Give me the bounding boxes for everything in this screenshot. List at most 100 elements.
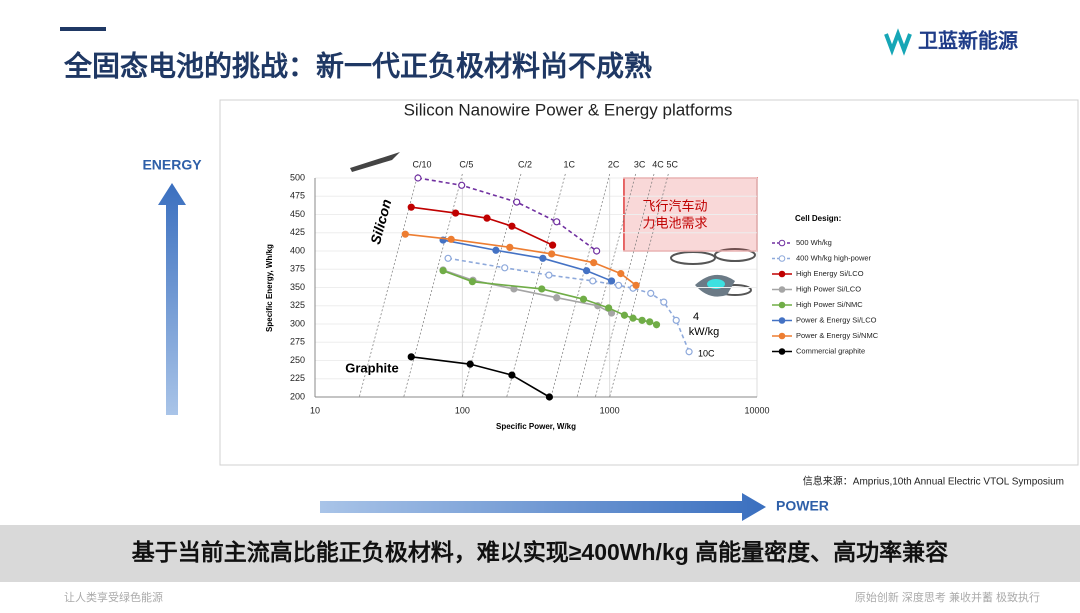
energy-label: ENERGY [142, 157, 202, 173]
c-rate-label: 3C [634, 159, 646, 169]
data-point [468, 278, 476, 286]
c-rate-line [576, 173, 636, 398]
c-rate-line [609, 173, 669, 398]
data-point [513, 198, 521, 206]
series-line [411, 356, 550, 398]
data-point [549, 241, 557, 249]
data-point [508, 371, 516, 379]
legend-marker [778, 270, 786, 278]
data-point [545, 393, 554, 401]
x-tick-label: 10000 [744, 405, 769, 415]
rotor [714, 248, 756, 262]
data-point [466, 360, 474, 368]
legend-label: High Power Si/NMC [796, 300, 863, 309]
data-point [548, 250, 556, 258]
c-rate-label: 1C [564, 159, 576, 169]
legend-label: Power & Energy Si/LCO [796, 315, 877, 324]
legend-label: 400 Wh/kg high-power [796, 253, 872, 262]
data-point [492, 246, 500, 254]
data-point [538, 285, 546, 293]
logo-text: 卫蓝新能源 [918, 28, 1018, 52]
c-rate-label: 2C [608, 159, 620, 169]
data-point [638, 316, 646, 324]
data-point [629, 314, 637, 322]
c-rate-line [595, 173, 655, 398]
energy-arrow [158, 183, 186, 415]
rotor [670, 251, 716, 265]
y-tick-label: 450 [290, 209, 305, 219]
c-rate-label: C/10 [412, 159, 431, 169]
c-rate-line [550, 173, 611, 398]
data-point [401, 230, 409, 238]
y-tick-label: 425 [290, 227, 305, 237]
data-point [605, 304, 613, 312]
x-tick-label: 100 [455, 405, 470, 415]
drone-sketch [670, 248, 756, 297]
y-tick-label: 500 [290, 172, 305, 182]
data-point [593, 247, 601, 255]
y-tick-label: 400 [290, 245, 305, 255]
footer-right: 原始创新 深度思考 兼收并蓄 极致执行 [855, 590, 1040, 604]
annotation: Graphite [345, 360, 398, 375]
data-point [652, 321, 661, 329]
y-tick-label: 475 [290, 191, 305, 201]
c-rate-line [403, 173, 463, 398]
data-point [545, 271, 553, 279]
c-rate-label: 5C [667, 159, 679, 169]
legend-label: 500 Wh/kg [796, 238, 832, 247]
data-point [553, 218, 561, 226]
data-point [646, 318, 654, 326]
y-tick-label: 325 [290, 300, 305, 310]
legend-marker [778, 348, 786, 355]
data-point [617, 270, 625, 278]
power-label: POWER [776, 498, 829, 514]
legend-marker [778, 255, 786, 262]
data-point [620, 311, 629, 319]
power-arrow [320, 493, 766, 521]
target-label: 飞行汽车动 [642, 198, 707, 213]
legend-title: Cell Design: [795, 214, 841, 223]
data-point [589, 277, 597, 285]
y-axis-label: Specific Energy, Wh/kg [265, 244, 274, 332]
chart-frame [219, 99, 1079, 466]
data-point [508, 222, 516, 230]
data-point [539, 254, 547, 262]
y-tick-label: 350 [290, 282, 305, 292]
y-tick-label: 300 [290, 318, 305, 328]
data-point [553, 294, 561, 302]
data-point [444, 254, 452, 262]
c-rate-line [461, 173, 522, 398]
slide-title: 全固态电池的挑战：新一代正负极材料尚不成熟 [63, 49, 652, 81]
c-rate-line [359, 173, 419, 398]
logo-icon [884, 28, 912, 56]
x-tick-label: 1000 [600, 405, 620, 415]
data-point [579, 295, 588, 303]
legend-marker [778, 332, 786, 340]
data-point [414, 174, 422, 182]
chart-title: Silicon Nanowire Power & Energy platform… [404, 100, 733, 119]
y-tick-label: 250 [290, 355, 305, 365]
x-axis-label: Specific Power, W/kg [496, 422, 576, 431]
source: 信息来源：Amprius,10th Annual Electric VTOL S… [803, 475, 1064, 488]
c-rate-label: 4C [652, 159, 664, 169]
data-point [439, 267, 447, 275]
series-line [447, 257, 690, 353]
data-point [506, 243, 514, 251]
y-tick-label: 200 [290, 391, 305, 401]
data-point [607, 277, 616, 285]
c-rate-label: C/5 [459, 159, 473, 169]
data-point [615, 281, 623, 289]
series-line [442, 269, 657, 326]
legend-marker [778, 239, 786, 247]
legend-label: High Power Si/LCO [796, 284, 861, 293]
data-point [501, 264, 509, 272]
y-tick-label: 275 [290, 337, 305, 347]
data-point [660, 298, 668, 306]
legend-marker [778, 301, 786, 309]
data-point [407, 353, 415, 361]
data-point [451, 209, 460, 217]
data-point [632, 281, 640, 289]
data-point [582, 267, 591, 275]
y-tick-label: 375 [290, 264, 305, 274]
